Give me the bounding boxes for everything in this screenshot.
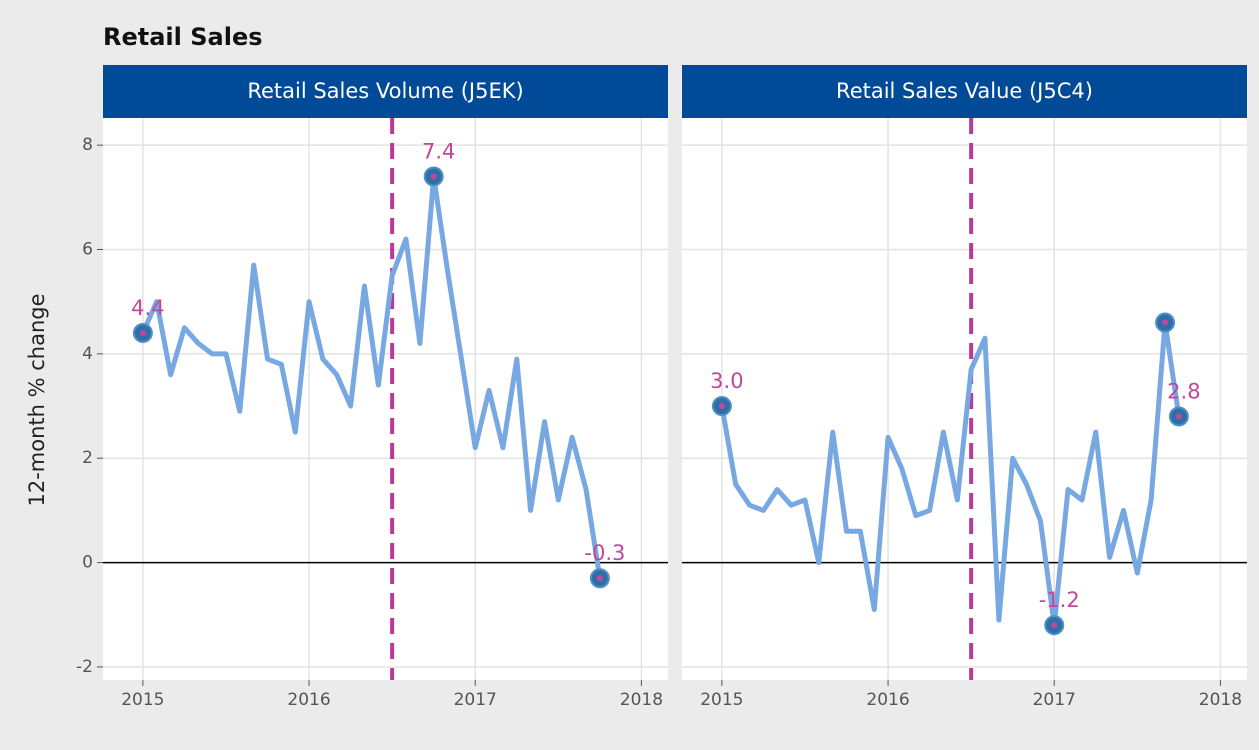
facet-title: Retail Sales Volume (J5EK): [247, 79, 523, 103]
data-line: [719, 320, 1182, 628]
x-tick-label: 2016: [866, 690, 909, 710]
data-label: 2.8: [1167, 379, 1200, 403]
panel: [682, 118, 1247, 680]
panel: [103, 118, 668, 680]
y-tick-label: 4: [82, 344, 93, 364]
data-label: -1.2: [1039, 588, 1080, 612]
y-tick-label: 2: [82, 448, 93, 468]
highlight-center: [718, 403, 725, 410]
y-tick-label: 6: [82, 239, 93, 259]
data-label: 4.4: [131, 296, 164, 320]
y-tick-label: -2: [76, 657, 93, 677]
highlight-center: [139, 329, 146, 336]
x-tick-label: 2017: [454, 690, 497, 710]
x-tick-label: 2018: [1199, 690, 1242, 710]
data-label: 3.0: [710, 369, 743, 393]
data-label: 7.4: [422, 139, 455, 163]
data-line: [140, 173, 603, 579]
x-tick-label: 2015: [121, 690, 164, 710]
data-label: -0.3: [584, 541, 625, 565]
highlight-center: [430, 173, 437, 180]
x-tick-label: 2016: [287, 690, 330, 710]
highlight-center: [596, 575, 603, 582]
highlight-center: [1051, 622, 1058, 629]
x-tick-label: 2017: [1033, 690, 1076, 710]
facet-strip: [103, 65, 668, 118]
y-axis-label: 12-month % change: [25, 293, 49, 506]
y-tick-label: 8: [82, 135, 93, 155]
facet-strip: [682, 65, 1247, 118]
y-tick-label: 0: [82, 553, 93, 573]
highlight-center: [1162, 319, 1169, 326]
facet-title: Retail Sales Value (J5C4): [836, 79, 1093, 103]
chart-title: Retail Sales: [103, 23, 263, 51]
x-tick-label: 2015: [700, 690, 743, 710]
highlight-center: [1175, 413, 1182, 420]
x-tick-label: 2018: [620, 690, 663, 710]
